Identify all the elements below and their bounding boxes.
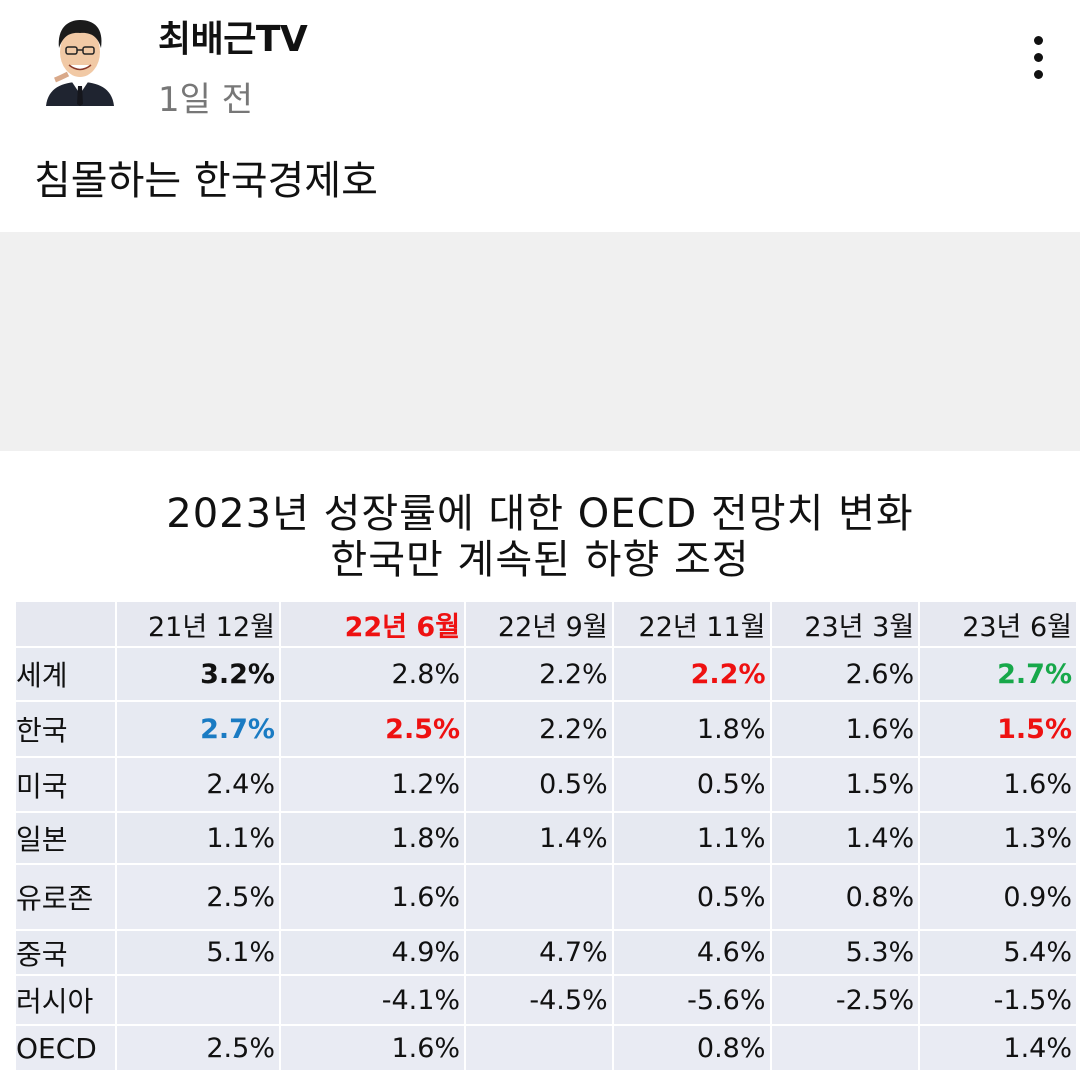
table-cell: 4.6% [611, 929, 772, 976]
table-cell [464, 1024, 614, 1072]
table-cell: 1.5% [918, 700, 1078, 758]
table-header-row: 21년 12월 22년 6월 22년 9월 22년 11월 23년 3월 23년… [13, 600, 1078, 648]
channel-avatar[interactable] [42, 14, 118, 106]
channel-name[interactable]: 최배근TV [158, 19, 308, 60]
table-cell: 1.6% [918, 756, 1078, 813]
image-title: 2023년 성장률에 대한 OECD 전망치 변화 [166, 491, 914, 537]
table-cell: 2.7% [115, 700, 281, 758]
post-header: 최배근TV 1일 전 [0, 0, 1080, 130]
table-cell: 1.4% [464, 811, 614, 865]
row-label: 중국 [13, 929, 118, 976]
image-subtitle: 한국만 계속된 하향 조정 [330, 537, 750, 583]
table-cell: 0.8% [611, 1024, 772, 1072]
table-cell: 2.6% [769, 646, 921, 702]
table-cell: -5.6% [611, 974, 772, 1026]
table-cell: 1.4% [918, 1024, 1078, 1072]
table-cell: 2.2% [464, 646, 614, 702]
more-options-icon[interactable] [1018, 36, 1058, 86]
table-cell: 4.7% [464, 929, 614, 976]
table-cell: 1.1% [611, 811, 772, 865]
table-cell: 2.5% [278, 700, 467, 758]
row-label: 러시아 [13, 974, 118, 1026]
table-row: 한국 2.7% 2.5% 2.2% 1.8% 1.6% 1.5% [13, 700, 1078, 758]
row-label: 세계 [13, 646, 118, 702]
column-header: 22년 6월 [278, 600, 467, 648]
table-cell: 2.8% [278, 646, 467, 702]
table-cell: 2.4% [115, 756, 281, 813]
table-cell: 1.1% [115, 811, 281, 865]
table-cell: 1.6% [278, 863, 467, 931]
column-header: 23년 3월 [769, 600, 921, 648]
table-cell: 1.4% [769, 811, 921, 865]
table-cell: -4.1% [278, 974, 467, 1026]
table-cell: -2.5% [769, 974, 921, 1026]
table-cell: 0.5% [611, 863, 772, 931]
row-label: 미국 [13, 756, 118, 813]
table-row: 일본 1.1% 1.8% 1.4% 1.1% 1.4% 1.3% [13, 811, 1078, 865]
column-header: 22년 9월 [464, 600, 614, 648]
table-cell: -1.5% [918, 974, 1078, 1026]
table-cell: 0.5% [611, 756, 772, 813]
post-body-text: 침몰하는 한국경제호 [34, 158, 378, 204]
table-row: 미국 2.4% 1.2% 0.5% 0.5% 1.5% 1.6% [13, 756, 1078, 813]
table-row: OECD 2.5% 1.6% 0.8% 1.4% [13, 1024, 1078, 1072]
table-cell: 2.5% [115, 863, 281, 931]
table-cell: 1.6% [769, 700, 921, 758]
row-label: OECD [13, 1024, 118, 1072]
table-cell: -4.5% [464, 974, 614, 1026]
forecast-table: 21년 12월 22년 6월 22년 9월 22년 11월 23년 3월 23년… [13, 600, 1078, 1072]
table-cell [115, 974, 281, 1026]
table-cell: 1.5% [769, 756, 921, 813]
table-cell: 2.5% [115, 1024, 281, 1072]
table-cell: 3.2% [115, 646, 281, 702]
table-row: 유로존 2.5% 1.6% 0.5% 0.8% 0.9% [13, 863, 1078, 931]
table-cell: 0.8% [769, 863, 921, 931]
column-header: 23년 6월 [918, 600, 1078, 648]
table-cell: 5.3% [769, 929, 921, 976]
table-cell: 0.9% [918, 863, 1078, 931]
column-header: 22년 11월 [611, 600, 772, 648]
table-cell: 2.7% [918, 646, 1078, 702]
column-header: 21년 12월 [115, 600, 281, 648]
table-cell: 2.2% [611, 646, 772, 702]
row-label: 유로존 [13, 863, 118, 931]
table-cell: 1.8% [611, 700, 772, 758]
row-label: 한국 [13, 700, 118, 758]
table-cell [464, 863, 614, 931]
post-timestamp: 1일 전 [158, 80, 253, 120]
table-row: 러시아 -4.1% -4.5% -5.6% -2.5% -1.5% [13, 974, 1078, 1026]
table-cell: 0.5% [464, 756, 614, 813]
table-cell: 2.2% [464, 700, 614, 758]
post-divider-band [0, 232, 1080, 451]
table-row: 중국 5.1% 4.9% 4.7% 4.6% 5.3% 5.4% [13, 929, 1078, 976]
table-cell: 4.9% [278, 929, 467, 976]
table-cell: 1.2% [278, 756, 467, 813]
table-cell [769, 1024, 921, 1072]
table-cell: 1.6% [278, 1024, 467, 1072]
table-cell: 1.8% [278, 811, 467, 865]
header-corner [13, 600, 118, 648]
table-cell: 1.3% [918, 811, 1078, 865]
table-cell: 5.4% [918, 929, 1078, 976]
table-row: 세계 3.2% 2.8% 2.2% 2.2% 2.6% 2.7% [13, 646, 1078, 702]
row-label: 일본 [13, 811, 118, 865]
table-cell: 5.1% [115, 929, 281, 976]
